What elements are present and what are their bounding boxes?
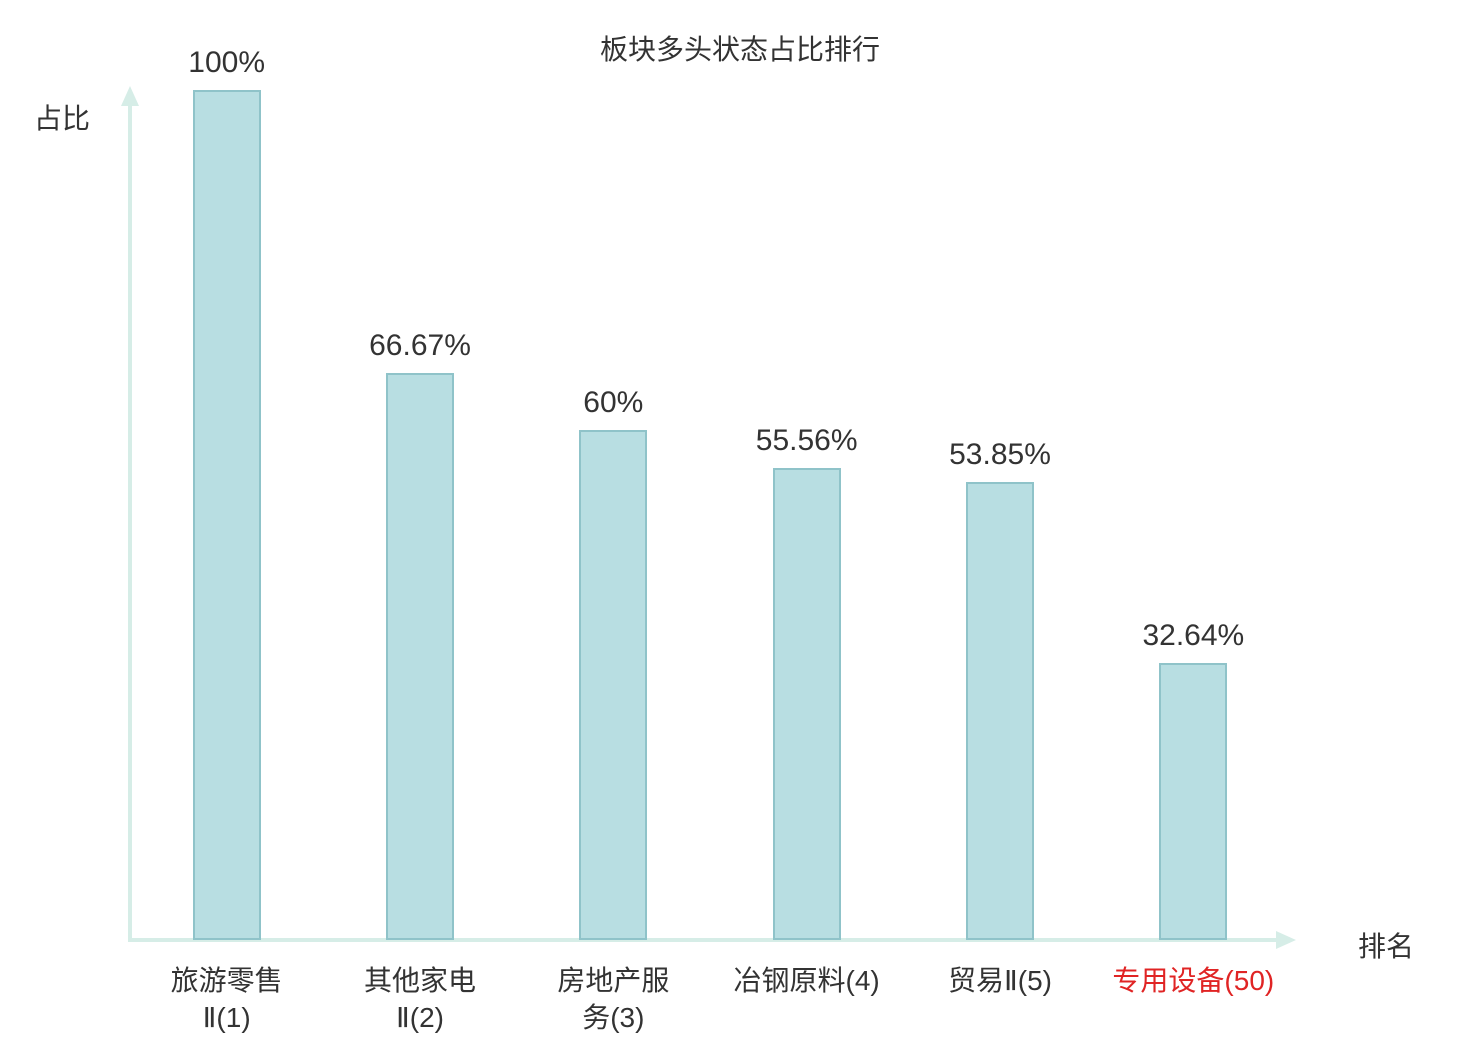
bar-value-label: 66.67% <box>369 329 471 362</box>
y-axis-label: 占比 <box>34 103 91 134</box>
bar <box>1159 663 1228 940</box>
bar-value-label: 32.64% <box>1142 619 1245 652</box>
bar-value-label: 100% <box>188 46 266 79</box>
x-axis-label: 排名 <box>1358 931 1415 962</box>
bar <box>386 373 454 940</box>
bar <box>772 468 841 940</box>
bar-value-label: 60% <box>583 386 644 419</box>
bar <box>966 482 1034 940</box>
bar <box>192 90 261 940</box>
bar-category-label: 旅游零售 Ⅱ(1) <box>170 965 283 1033</box>
bar-category-label: 房地产服 务(3) <box>557 965 670 1033</box>
chart-title: 板块多头状态占比排行 <box>599 34 880 65</box>
bar-category-label: 其他家电 Ⅱ(2) <box>363 965 476 1033</box>
x-axis-arrow-icon <box>1276 931 1296 949</box>
bar-category-label: 冶钢原料(4) <box>733 965 880 996</box>
bar <box>579 430 648 940</box>
bar-value-label: 55.56% <box>755 424 858 457</box>
bar-category-label: 贸易Ⅱ(5) <box>947 965 1052 996</box>
bar-category-label: 专用设备(50) <box>1112 965 1275 996</box>
y-axis-arrow-icon <box>121 86 139 106</box>
bar-value-label: 53.85% <box>949 438 1051 471</box>
